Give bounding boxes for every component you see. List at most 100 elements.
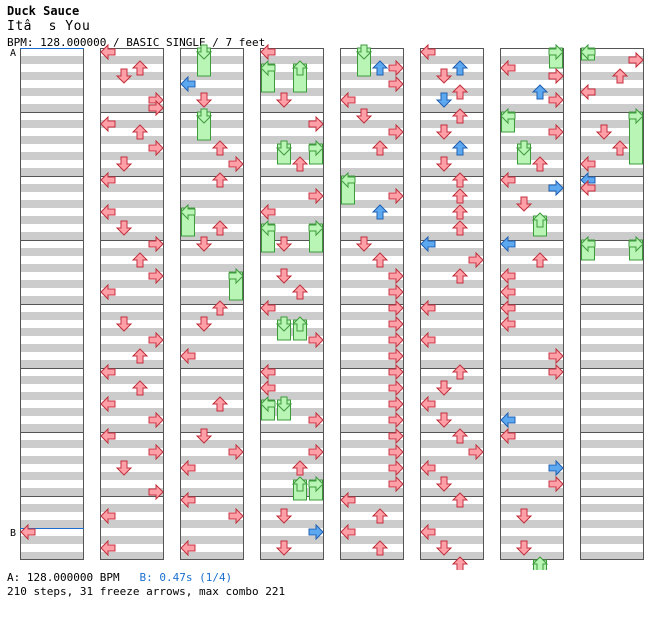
- down-arrow-icon: [115, 316, 133, 332]
- beat-stripe: [260, 328, 324, 336]
- beat-stripe: [340, 520, 404, 528]
- beat-stripe: [180, 104, 244, 112]
- beat-stripe: [420, 552, 484, 560]
- freeze-down-arrow-icon: [275, 396, 293, 412]
- beat-stripe: [20, 264, 84, 272]
- beat-stripe: [20, 120, 84, 128]
- beat-stripe: [260, 472, 324, 480]
- beat-stripe: [100, 264, 164, 272]
- beat-stripe: [340, 456, 404, 464]
- beat-stripe: [100, 248, 164, 256]
- left-arrow-icon: [100, 115, 116, 133]
- beat-stripe: [100, 168, 164, 176]
- right-arrow-icon: [388, 187, 404, 205]
- right-arrow-icon: [388, 395, 404, 413]
- beat-stripe: [260, 552, 324, 560]
- right-arrow-icon: [148, 483, 164, 501]
- beat-stripe: [340, 88, 404, 96]
- beat-stripe: [340, 72, 404, 80]
- right-arrow-icon: [228, 155, 244, 173]
- beat-stripe: [580, 344, 644, 352]
- up-arrow-icon: [211, 396, 229, 412]
- beat-stripe: [580, 120, 644, 128]
- blue-up-arrow-icon: [371, 204, 389, 220]
- beat-stripe: [340, 232, 404, 240]
- beat-stripe: [260, 136, 324, 144]
- beat-stripe: [260, 88, 324, 96]
- beat-stripe: [340, 488, 404, 496]
- blue-left-arrow-icon: [420, 235, 436, 253]
- beat-stripe: [340, 248, 404, 256]
- beat-stripe: [20, 424, 84, 432]
- beat-stripe: [260, 120, 324, 128]
- beat-stripe: [100, 136, 164, 144]
- beat-stripe: [20, 328, 84, 336]
- beat-stripe: [260, 488, 324, 496]
- left-arrow-icon: [580, 83, 596, 101]
- beat-stripe: [340, 392, 404, 400]
- beat-stripe: [500, 456, 564, 464]
- down-arrow-icon: [435, 540, 453, 556]
- freeze-left-arrow-icon: [340, 171, 356, 189]
- beat-stripe: [420, 424, 484, 432]
- beat-stripe: [100, 392, 164, 400]
- beat-stripe: [340, 136, 404, 144]
- right-arrow-icon: [308, 115, 324, 133]
- blue-down-arrow-icon: [435, 92, 453, 108]
- beat-stripe: [500, 136, 564, 144]
- beat-stripe: [420, 520, 484, 528]
- right-arrow-icon: [148, 235, 164, 253]
- beat-stripe: [180, 392, 244, 400]
- beat-stripe: [420, 56, 484, 64]
- beat-stripe: [20, 280, 84, 288]
- beat-stripe: [180, 408, 244, 416]
- right-arrow-icon: [148, 267, 164, 285]
- bpm-a: A: 128.000000 BPM: [7, 571, 120, 584]
- beat-stripe: [20, 168, 84, 176]
- beat-stripe: [340, 56, 404, 64]
- up-arrow-icon: [531, 156, 549, 172]
- beat-stripe: [20, 312, 84, 320]
- blue-up-arrow-icon: [451, 140, 469, 156]
- up-arrow-icon: [211, 220, 229, 236]
- up-arrow-icon: [291, 284, 309, 300]
- beat-stripe: [580, 88, 644, 96]
- beat-stripe: [260, 200, 324, 208]
- right-arrow-icon: [388, 427, 404, 445]
- beat-stripe: [500, 120, 564, 128]
- freeze-down-arrow-icon: [355, 44, 373, 60]
- beat-stripe: [180, 536, 244, 544]
- beat-stripe: [260, 168, 324, 176]
- left-arrow-icon: [100, 427, 116, 445]
- beat-stripe: [100, 328, 164, 336]
- beat-stripe: [420, 376, 484, 384]
- left-arrow-icon: [100, 539, 116, 557]
- beat-stripe: [180, 184, 244, 192]
- beat-stripe: [420, 72, 484, 80]
- beat-stripe: [500, 440, 564, 448]
- beat-stripe: [500, 536, 564, 544]
- freeze-down-arrow-icon: [275, 316, 293, 332]
- beat-stripe: [340, 536, 404, 544]
- beat-stripe: [260, 360, 324, 368]
- beat-stripe: [20, 376, 84, 384]
- freeze-up-arrow-icon: [291, 60, 309, 76]
- beat-stripe: [580, 520, 644, 528]
- beat-stripe: [180, 152, 244, 160]
- beat-stripe: [100, 536, 164, 544]
- freeze-right-arrow-icon: [308, 139, 324, 157]
- beat-stripe: [500, 216, 564, 224]
- beat-stripe: [340, 440, 404, 448]
- beat-stripe: [420, 440, 484, 448]
- up-arrow-icon: [371, 508, 389, 524]
- beat-stripe: [420, 200, 484, 208]
- beat-stripe: [420, 264, 484, 272]
- beat-stripe: [20, 472, 84, 480]
- beat-stripe: [500, 184, 564, 192]
- beat-stripe: [500, 232, 564, 240]
- beat-stripe: [180, 440, 244, 448]
- beat-stripe: [340, 472, 404, 480]
- beat-stripe: [420, 408, 484, 416]
- beat-stripe: [500, 552, 564, 560]
- beat-stripe: [580, 312, 644, 320]
